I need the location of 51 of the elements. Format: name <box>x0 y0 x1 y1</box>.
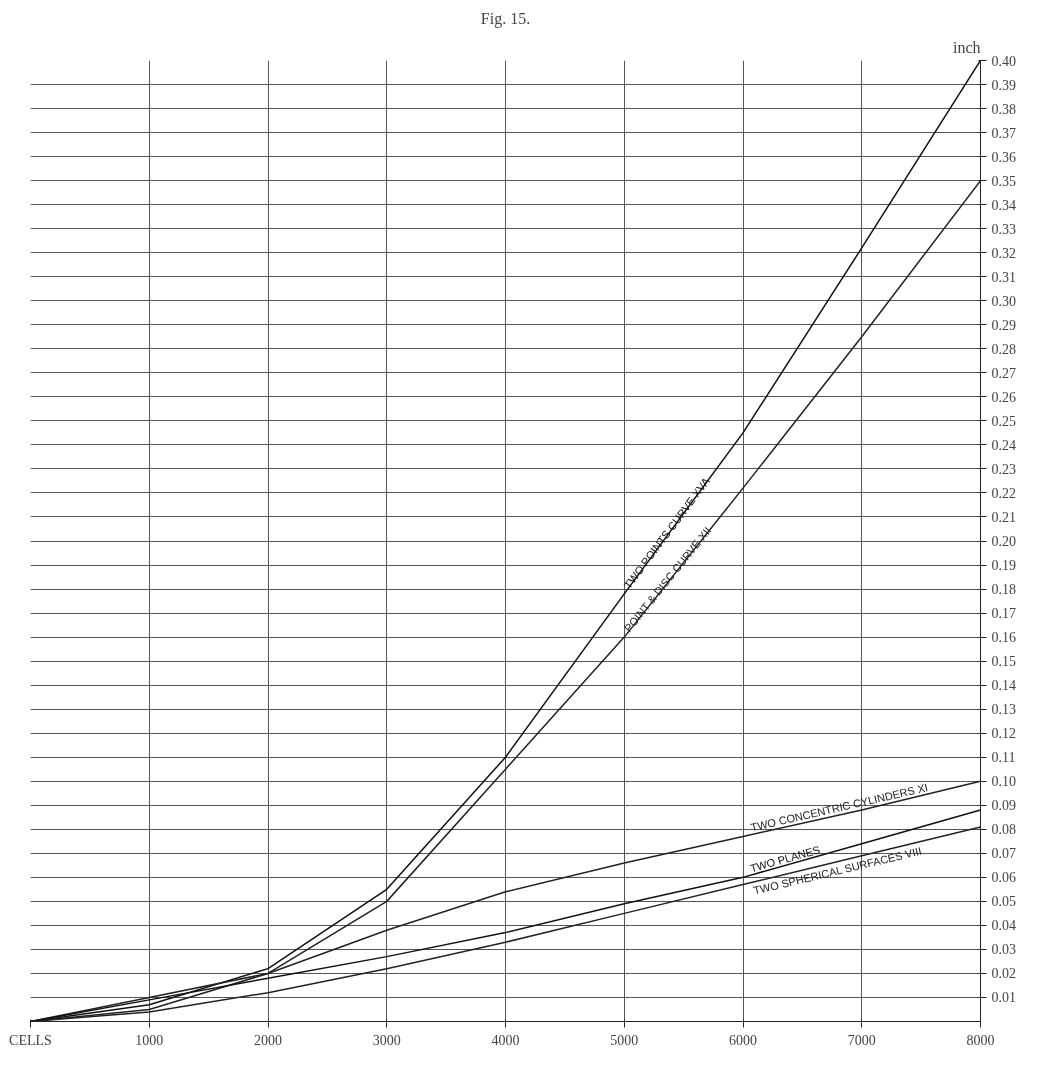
y-tick-label: 0.05 <box>991 894 1016 910</box>
x-tick-label: 5000 <box>610 1032 639 1048</box>
y-tick-label: 0.22 <box>991 485 1016 501</box>
y-tick-label: 0.02 <box>991 966 1016 982</box>
x-tick-label: 8000 <box>966 1032 995 1048</box>
y-axis-title: inch <box>952 38 981 56</box>
y-tick-label: 0.37 <box>991 125 1016 141</box>
y-tick-label: 0.11 <box>991 750 1016 766</box>
y-tick-label: 0.01 <box>991 990 1016 1006</box>
y-tick-label: 0.24 <box>991 437 1016 453</box>
y-tick-label: 0.27 <box>991 365 1016 381</box>
y-tick-label: 0.07 <box>991 846 1016 862</box>
y-tick-label: 0.18 <box>991 582 1016 598</box>
y-tick-label: 0.29 <box>991 317 1016 333</box>
y-tick-label: 0.12 <box>991 726 1016 742</box>
y-tick-label: 0.06 <box>991 870 1016 886</box>
y-tick-label: 0.36 <box>991 149 1016 165</box>
x-tick-label: 3000 <box>372 1032 401 1048</box>
y-tick-label: 0.30 <box>991 293 1016 309</box>
x-tick-label: 7000 <box>847 1032 876 1048</box>
y-tick-label: 0.33 <box>991 221 1016 237</box>
y-tick-label: 0.04 <box>991 918 1016 934</box>
y-tick-label: 0.31 <box>991 269 1016 285</box>
y-tick-label: 0.34 <box>991 197 1016 213</box>
y-tick-label: 0.23 <box>991 461 1016 477</box>
y-tick-label: 0.40 <box>991 53 1016 69</box>
x-tick-label: 2000 <box>254 1032 282 1048</box>
y-tick-label: 0.21 <box>991 509 1016 525</box>
y-tick-label: 0.16 <box>991 630 1016 646</box>
y-tick-label: 0.14 <box>991 678 1016 694</box>
y-tick-label: 0.17 <box>991 606 1016 622</box>
y-tick-label: 0.28 <box>991 341 1016 357</box>
y-tick-label: 0.38 <box>991 101 1016 117</box>
y-tick-label: 0.09 <box>991 798 1016 814</box>
y-tick-label: 0.19 <box>991 558 1016 574</box>
y-tick-label: 0.20 <box>991 534 1016 549</box>
x-tick-label: 4000 <box>491 1032 520 1048</box>
y-tick-label: 0.25 <box>991 413 1016 429</box>
x-tick-label: 1000 <box>135 1032 164 1048</box>
y-tick-label: 0.10 <box>991 774 1016 790</box>
x-tick-label: CELLS <box>9 1032 52 1048</box>
x-tick-label: 6000 <box>729 1032 757 1048</box>
y-tick-label: 0.32 <box>991 245 1016 261</box>
y-tick-label: 0.39 <box>991 77 1016 93</box>
y-tick-label: 0.03 <box>991 942 1016 958</box>
y-tick-label: 0.08 <box>991 822 1016 838</box>
y-tick-label: 0.26 <box>991 389 1016 405</box>
y-tick-label: 0.13 <box>991 702 1016 718</box>
y-tick-label: 0.35 <box>991 173 1016 189</box>
chart-title: Fig. 15. <box>480 9 531 28</box>
y-tick-label: 0.15 <box>991 654 1016 670</box>
